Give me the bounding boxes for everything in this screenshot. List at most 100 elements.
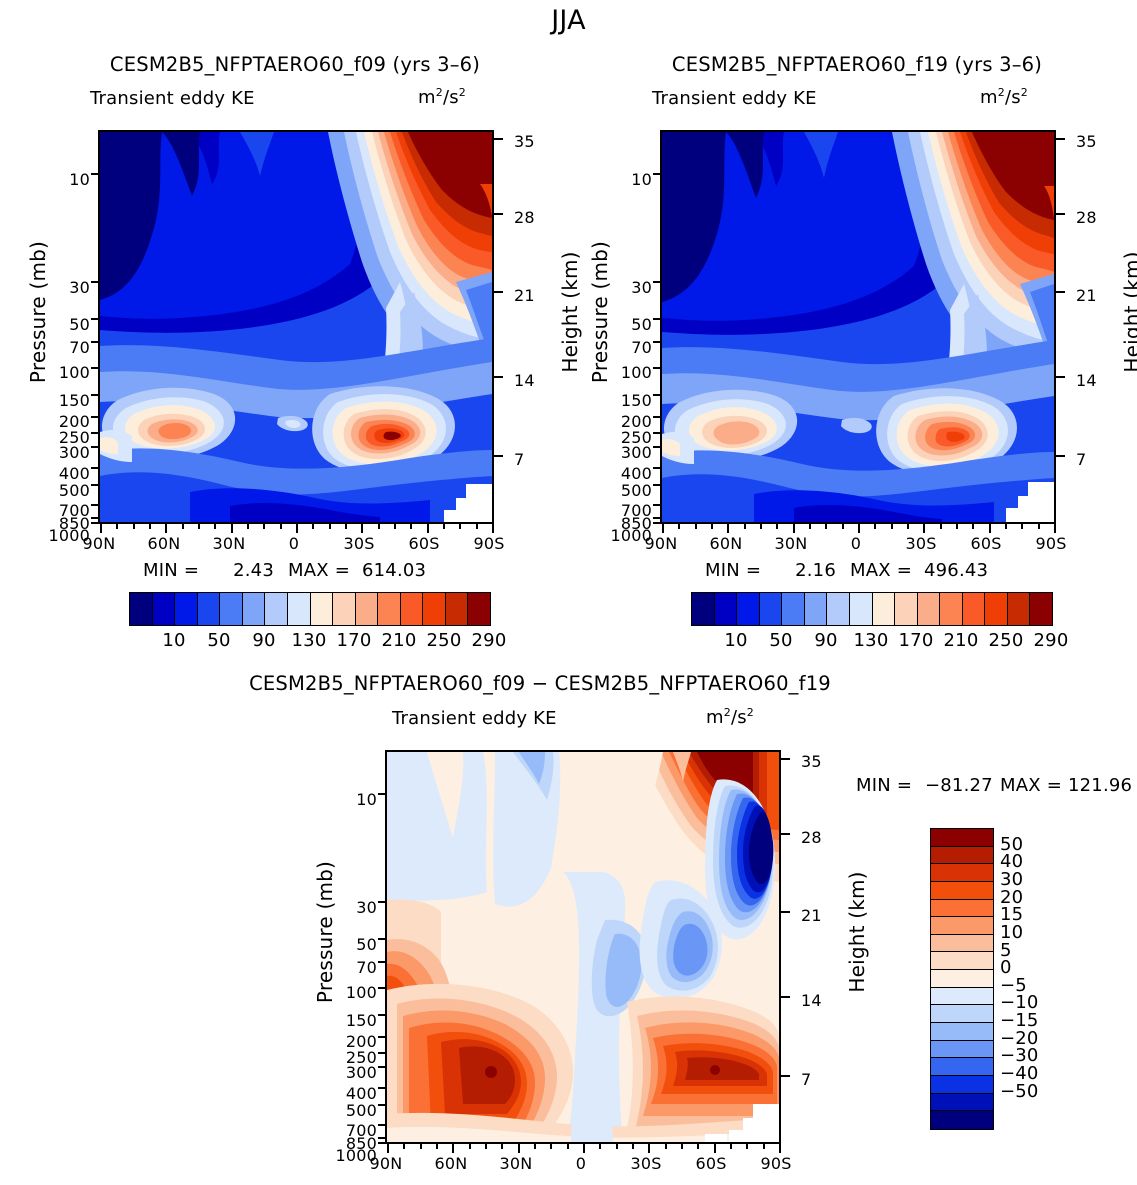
panel-f09-max-value: 614.03 [362,560,427,581]
colorbar-cell-8[interactable] [872,593,896,625]
ytick-mark-9 [653,467,662,470]
ytick-30: 30 [356,898,377,917]
xtick-30S: 30S [630,1154,662,1173]
colorbar-cell-0[interactable] [130,593,153,625]
colorbar-cell-10[interactable] [355,593,379,625]
colorbar-diff-cell-15[interactable] [931,1093,993,1112]
colorbar-cell-14[interactable] [445,593,469,625]
colorbar-cell-9[interactable] [895,593,918,625]
colorbar-cell-8[interactable] [310,593,334,625]
colorbar-diff-cell-11[interactable] [931,1023,993,1041]
colorbar-diff-tick-4: 15 [1000,904,1024,926]
colorbar-diff-cell-4[interactable] [931,899,993,918]
ytick-mark-5 [91,394,100,397]
panel-f09-colorbar[interactable] [129,592,491,626]
colorbar-cell-15[interactable] [468,593,490,625]
colorbar-cell-7[interactable] [287,593,311,625]
xtick-minor-16 [361,524,364,529]
xtick-0: 0 [575,1154,587,1173]
xtick-60S: 60S [970,534,1002,553]
colorbar-tick-90: 90 [252,630,276,651]
colorbar-cell-10[interactable] [917,593,941,625]
colorbar-cell-2[interactable] [175,593,198,625]
xtick-minor-6 [198,524,200,529]
xtick-minor-24 [779,1144,781,1149]
ztick-7: 7 [514,450,525,469]
ztick-mark-0 [781,757,790,760]
panel-diff-colorbar[interactable] [930,828,994,1130]
ytick-mark-5 [653,394,662,397]
ytick-mark-11 [653,504,662,507]
colorbar-diff-cell-2[interactable] [931,864,993,882]
ytick-1000: 1000 [610,526,652,545]
panel-f09-subtitle: Transient eddy KE [90,88,255,109]
ztick-mark-0 [1056,137,1065,140]
ztick-7: 7 [1076,450,1087,469]
colorbar-cell-13[interactable] [423,593,446,625]
colorbar-cell-3[interactable] [197,593,221,625]
colorbar-diff-cell-0[interactable] [931,829,993,847]
colorbar-diff-cell-8[interactable] [931,970,993,988]
colorbar-cell-4[interactable] [782,593,805,625]
colorbar-diff-cell-1[interactable] [931,846,993,865]
ytick-400: 400 [345,1084,377,1103]
xtick-minor-16 [648,1144,651,1149]
colorbar-cell-4[interactable] [220,593,243,625]
xtick-minor-21 [730,1144,732,1149]
xtick-minor-5 [468,1144,471,1149]
xtick-minor-22 [1021,524,1024,529]
colorbar-cell-11[interactable] [378,593,401,625]
colorbar-diff-cell-12[interactable] [931,1040,993,1059]
colorbar-diff-cell-5[interactable] [931,917,993,935]
panel-diff-min-label: MIN = [856,775,913,796]
panel-diff-plot-area [385,750,781,1144]
xtick-minor-19 [410,524,413,529]
colorbar-cell-15[interactable] [1030,593,1052,625]
colorbar-cell-14[interactable] [1007,593,1031,625]
colorbar-cell-1[interactable] [152,593,176,625]
ytick-1000: 1000 [48,526,90,545]
colorbar-cell-5[interactable] [242,593,266,625]
colorbar-cell-9[interactable] [333,593,356,625]
panel-f19-min-label: MIN = [705,560,762,581]
colorbar-diff-cell-3[interactable] [931,881,993,900]
colorbar-tick-170: 170 [336,630,372,651]
colorbar-diff-tick-12: −30 [1000,1045,1039,1067]
colorbar-cell-0[interactable] [692,593,715,625]
xtick-minor-9 [809,524,811,529]
colorbar-cell-11[interactable] [940,593,963,625]
colorbar-diff-cell-16[interactable] [931,1111,993,1129]
panel-f19-plot-area [660,130,1056,524]
colorbar-cell-12[interactable] [400,593,424,625]
colorbar-cell-5[interactable] [804,593,828,625]
colorbar-diff-cell-14[interactable] [931,1075,993,1094]
colorbar-cell-13[interactable] [985,593,1008,625]
colorbar-cell-7[interactable] [849,593,873,625]
colorbar-diff-cell-6[interactable] [931,934,993,953]
ztick-mark-2 [494,291,503,294]
colorbar-diff-tick-6: 5 [1000,939,1012,961]
xtick-90S: 90S [1035,534,1067,553]
colorbar-cell-2[interactable] [737,593,760,625]
colorbar-diff-cell-10[interactable] [931,1005,993,1024]
xtick-0: 0 [288,534,300,553]
colorbar-diff-cell-9[interactable] [931,987,993,1006]
ztick-mark-1 [781,833,790,836]
colorbar-cell-6[interactable] [827,593,850,625]
colorbar-cell-6[interactable] [265,593,288,625]
colorbar-diff-cell-13[interactable] [931,1058,993,1076]
colorbar-diff-cell-7[interactable] [931,952,993,971]
panel-f19-colorbar[interactable] [691,592,1053,626]
colorbar-cell-12[interactable] [962,593,986,625]
xtick-minor-1 [403,1144,406,1149]
ztick-mark-4 [494,454,503,457]
panel-f19-units: m2/s2 [980,86,1028,108]
colorbar-cell-3[interactable] [759,593,783,625]
xtick-minor-17 [664,1144,667,1149]
colorbar-cell-1[interactable] [714,593,738,625]
ytick-250: 250 [345,1048,377,1067]
panel-f19-max-value: 496.43 [924,560,989,581]
season-title: JJA [551,5,586,36]
ytick-mark-10 [653,484,662,487]
xtick-minor-12 [858,524,860,529]
